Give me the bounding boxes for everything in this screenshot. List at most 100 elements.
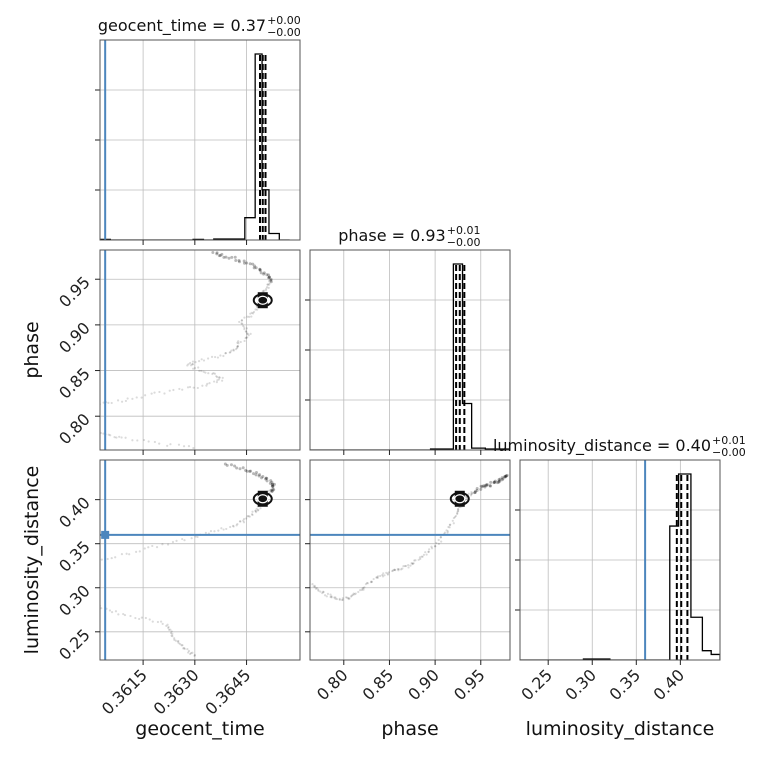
sample-point <box>248 469 252 473</box>
sample-point <box>220 527 223 530</box>
sample-point <box>411 562 414 565</box>
sample-point <box>229 525 232 529</box>
sample-point <box>364 583 368 586</box>
sample-point <box>238 520 242 523</box>
sample-point <box>391 569 394 573</box>
sample-point <box>254 509 257 512</box>
sample-point <box>317 589 320 592</box>
sample-point <box>254 509 257 512</box>
sample-point <box>87 562 89 564</box>
sample-point <box>171 632 174 635</box>
sample-point <box>196 535 199 539</box>
sample-point <box>256 308 259 311</box>
sample-point <box>488 484 492 488</box>
sample-point <box>479 484 483 488</box>
scatter-panel-phase-luminosity_distance <box>305 459 511 665</box>
sample-point <box>189 364 193 367</box>
sample-point <box>167 625 170 629</box>
sample-point <box>245 469 249 473</box>
sample-point <box>412 562 415 565</box>
sample-point <box>362 586 365 590</box>
sample-point <box>91 407 93 409</box>
sample-point <box>78 566 80 568</box>
y-tick-label: 0.95 <box>55 273 94 312</box>
sample-point <box>246 332 249 335</box>
sample-point <box>268 282 271 285</box>
sample-point <box>481 484 485 488</box>
sample-point <box>425 553 428 556</box>
sample-point <box>236 346 239 350</box>
sample-point <box>256 509 259 512</box>
sample-point <box>229 351 232 354</box>
sample-point <box>240 319 243 322</box>
sample-point <box>134 616 137 620</box>
sample-point <box>243 316 246 319</box>
sample-point <box>61 578 63 580</box>
sample-point <box>166 444 169 447</box>
sample-point <box>181 388 184 391</box>
sample-point <box>413 559 416 562</box>
sample-point <box>170 634 173 637</box>
sample-point <box>65 588 67 590</box>
sample-point <box>243 326 246 329</box>
sample-point <box>456 511 459 515</box>
panel-frame <box>309 459 511 661</box>
sample-point <box>475 489 479 493</box>
sample-point <box>258 473 262 477</box>
sample-point <box>173 637 176 640</box>
hist-panel-geocent_time <box>95 39 301 245</box>
sample-point <box>197 359 201 363</box>
sample-point <box>151 620 154 623</box>
sample-point <box>268 279 271 283</box>
sample-point <box>271 487 275 491</box>
panel-title-phase: phase = 0.93 +0.01−0.00 <box>338 224 480 249</box>
sample-point <box>232 349 235 352</box>
sample-point <box>270 489 274 493</box>
sample-point <box>422 553 426 556</box>
sample-point <box>386 573 390 576</box>
sample-point <box>269 479 273 483</box>
sample-point <box>262 290 265 293</box>
y-tick-label: 0.80 <box>55 410 94 449</box>
sample-point <box>177 639 180 643</box>
y-tick-label: 0.90 <box>55 318 94 357</box>
sample-point <box>344 596 348 599</box>
sample-point <box>323 594 327 597</box>
sample-point <box>251 513 254 517</box>
sample-point <box>414 559 417 562</box>
sample-point <box>244 330 247 333</box>
sample-point <box>224 352 227 355</box>
title-plus: +0.00 <box>267 14 301 27</box>
sample-point <box>196 386 199 390</box>
sample-point <box>505 473 509 477</box>
sample-point <box>236 341 239 344</box>
sample-point <box>427 550 430 553</box>
sample-point <box>270 484 274 488</box>
sample-point <box>143 547 146 550</box>
sample-point <box>385 571 388 574</box>
sample-point <box>167 628 171 631</box>
sample-point <box>191 651 194 654</box>
sample-point <box>259 271 263 275</box>
sample-point <box>166 623 169 626</box>
sample-point <box>242 517 246 521</box>
sample-point <box>264 477 268 481</box>
sample-point <box>347 597 350 601</box>
sample-point <box>202 370 205 373</box>
sample-point <box>249 469 253 473</box>
sample-point <box>238 467 242 471</box>
sample-point <box>234 348 238 351</box>
sample-point <box>102 432 105 435</box>
sample-point <box>258 268 262 272</box>
sample-point <box>449 523 452 526</box>
sample-point <box>248 315 251 318</box>
sample-point <box>365 581 369 585</box>
sample-point <box>147 440 150 443</box>
title-base: phase = 0.93 <box>338 226 445 245</box>
sample-point <box>241 466 245 470</box>
sample-point <box>62 573 64 575</box>
sample-point <box>366 582 369 585</box>
sample-point <box>446 530 449 533</box>
sample-point <box>61 582 63 584</box>
sample-point <box>437 542 440 546</box>
